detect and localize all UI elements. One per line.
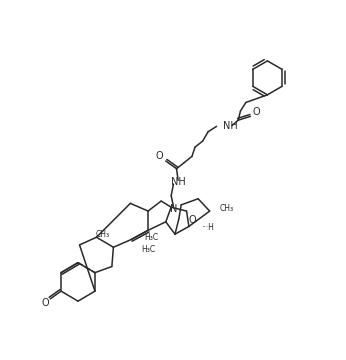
Text: O: O [252, 108, 260, 117]
Text: O: O [189, 215, 197, 225]
Text: O: O [156, 152, 163, 161]
Text: CH₃: CH₃ [95, 230, 110, 239]
Text: CH₃: CH₃ [220, 204, 234, 213]
Text: ···H: ···H [201, 224, 214, 233]
Text: H₃C: H₃C [142, 245, 156, 254]
Text: N: N [170, 204, 177, 214]
Text: NH: NH [223, 121, 237, 131]
Text: O: O [42, 298, 49, 309]
Text: H₃C: H₃C [144, 233, 158, 242]
Text: NH: NH [171, 177, 185, 187]
